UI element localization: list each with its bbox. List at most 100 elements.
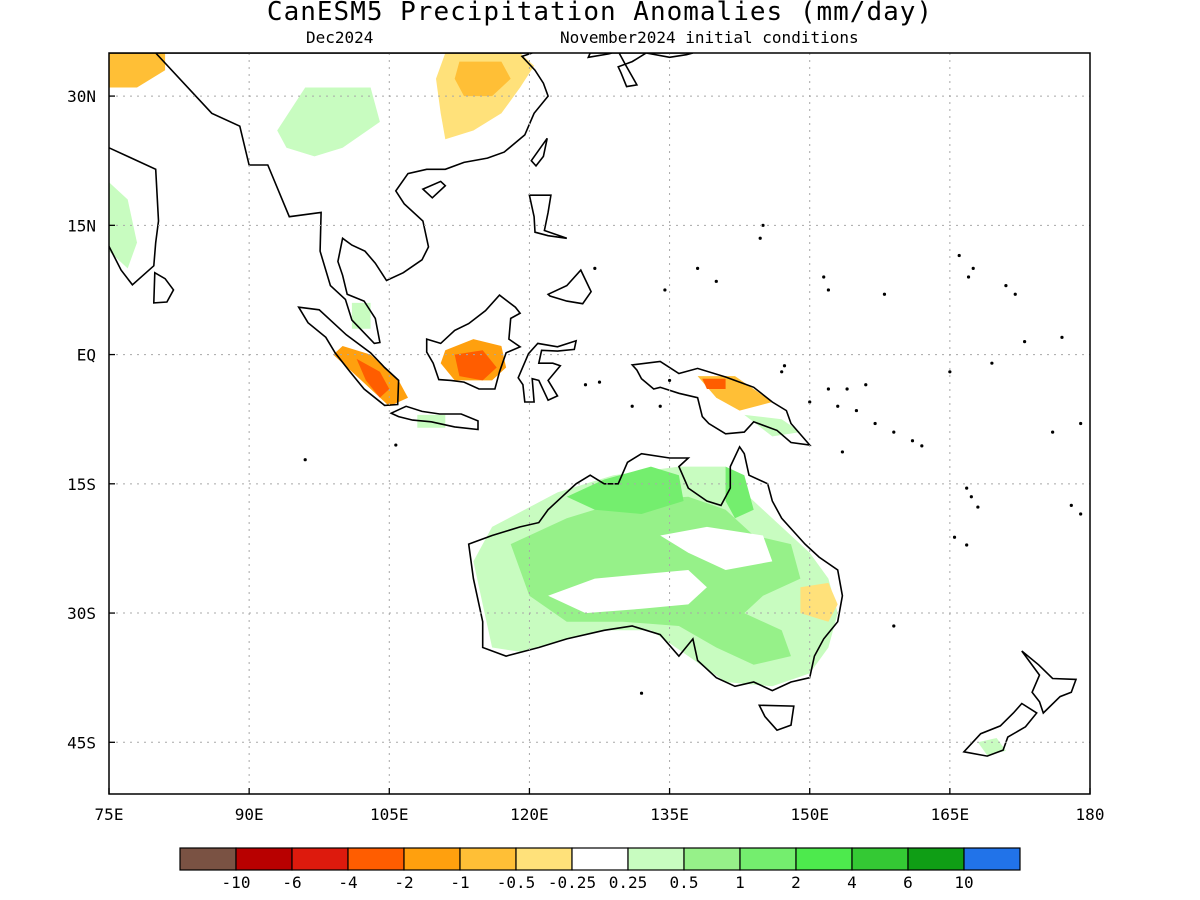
island-44 [864, 383, 868, 387]
island-9 [808, 400, 812, 404]
colorbar-label: -0.25 [548, 873, 596, 892]
island-45 [782, 364, 787, 368]
island-29 [966, 275, 971, 279]
anomaly-southwest-dry [109, 53, 166, 88]
island-25 [394, 443, 398, 447]
island-36 [822, 275, 826, 279]
anomaly-tibet-dry-core [454, 61, 511, 97]
island-3 [583, 383, 588, 387]
island-49 [1060, 335, 1064, 339]
anomaly-australia-dry-interior [660, 526, 773, 570]
colorbar-label: -4 [338, 873, 357, 892]
coast-philippines-luzon [528, 194, 568, 240]
island-19 [952, 535, 957, 539]
island-5 [658, 404, 662, 408]
anomaly-png-core [702, 378, 726, 389]
island-1 [593, 266, 597, 271]
coast-borneo [425, 294, 522, 390]
colorbar-label: -0.5 [497, 873, 536, 892]
colorbar-label: -6 [282, 873, 301, 892]
anomaly-australia-north-wet [566, 466, 684, 514]
island-12 [854, 408, 859, 413]
island-27 [1013, 292, 1017, 296]
island-0 [639, 691, 644, 695]
island-21 [1069, 503, 1073, 507]
initial-conditions: November2024 initial conditions [560, 28, 859, 47]
island-4 [630, 404, 634, 408]
lon-tick-label: 150E [790, 805, 829, 824]
island-22 [1079, 512, 1083, 516]
lat-tick-label: 30S [67, 604, 96, 623]
lat-tick-label: 15S [67, 475, 96, 494]
island-46 [948, 370, 952, 374]
anomaly-png-wet [744, 414, 801, 437]
anomaly-borneo-core [454, 350, 497, 381]
anomaly-australia-dry-center [548, 570, 707, 614]
colorbar-swatch [851, 847, 909, 871]
coast-taiwan [530, 137, 548, 168]
colorbar-swatch [627, 847, 685, 871]
colorbar-label: -2 [394, 873, 413, 892]
colorbar-swatch [403, 847, 461, 871]
island-42 [891, 818, 894, 821]
lat-tick-label: EQ [77, 346, 96, 365]
colorbar-label: 6 [903, 873, 913, 892]
forecast-month: Dec2024 [306, 28, 374, 47]
island-6 [667, 378, 672, 383]
island-37 [714, 279, 718, 283]
coast-new-zealand-south [962, 702, 1038, 757]
axis-ticks: 75E 90E 105E 120E 135E 150E 165E 180 30N 15N EQ 15S… [67, 87, 1104, 824]
island-48 [990, 361, 994, 365]
lon-tick-label: 165E [931, 805, 970, 824]
island-39 [663, 288, 667, 292]
coast-korea-japan [586, 53, 694, 88]
coast-asia-mainland [109, 146, 160, 286]
island-14 [892, 430, 896, 434]
colorbar-swatch [291, 847, 349, 871]
coast-new-guinea [630, 360, 812, 447]
coast-new-zealand-north [1021, 650, 1078, 715]
lon-tick-label: 105E [370, 805, 409, 824]
colorbar-swatch [347, 847, 405, 871]
island-31 [957, 253, 961, 258]
island-20 [965, 543, 969, 547]
island-34 [882, 292, 887, 296]
island-28 [1004, 284, 1008, 288]
anomaly-fill-layer [109, 53, 1006, 756]
anomaly-sumatra-core [356, 358, 390, 398]
island-26 [892, 624, 896, 628]
lat-tick-label: 45S [67, 733, 96, 752]
island-8 [758, 236, 762, 240]
colorbar-swatch [963, 847, 1021, 871]
colorbar-swatch [459, 847, 517, 871]
lat-tick-label: 15N [67, 216, 96, 235]
colorbar-swatch [795, 847, 853, 871]
colorbar-swatch [179, 847, 237, 871]
island-35 [826, 288, 831, 292]
colorbar-label: 10 [954, 873, 973, 892]
colorbar-swatch [515, 847, 573, 871]
island-23 [920, 444, 924, 448]
chart-title: CanESM5 Precipitation Anomalies (mm/day) [266, 0, 934, 27]
colorbar-swatch [739, 847, 797, 871]
island-43 [845, 387, 849, 391]
gridlines [109, 53, 1090, 794]
coast-australia [467, 445, 844, 692]
coast-tasmania [757, 704, 795, 732]
coast-sri-lanka [152, 271, 175, 304]
coast-sulawesi [517, 339, 578, 403]
island-15 [910, 439, 915, 443]
island-2 [597, 380, 602, 384]
lat-tick-label: 30N [67, 87, 96, 106]
colorbar-swatch [571, 847, 629, 871]
island-13 [873, 421, 877, 426]
island-17 [969, 495, 973, 499]
anomaly-cape-york-wet [725, 466, 754, 519]
colorbar: -10 -6 -4 -2 -1 -0.5 -0.25 0.25 0.5 1 2 4 6 10 [179, 847, 1021, 892]
colorbar-label: 2 [791, 873, 801, 892]
colorbar-label: 0.25 [609, 873, 648, 892]
coast-philippines-mindanao [546, 268, 593, 305]
lon-tick-label: 135E [650, 805, 689, 824]
island-30 [971, 266, 975, 271]
anomaly-nz-wet [977, 738, 1006, 756]
